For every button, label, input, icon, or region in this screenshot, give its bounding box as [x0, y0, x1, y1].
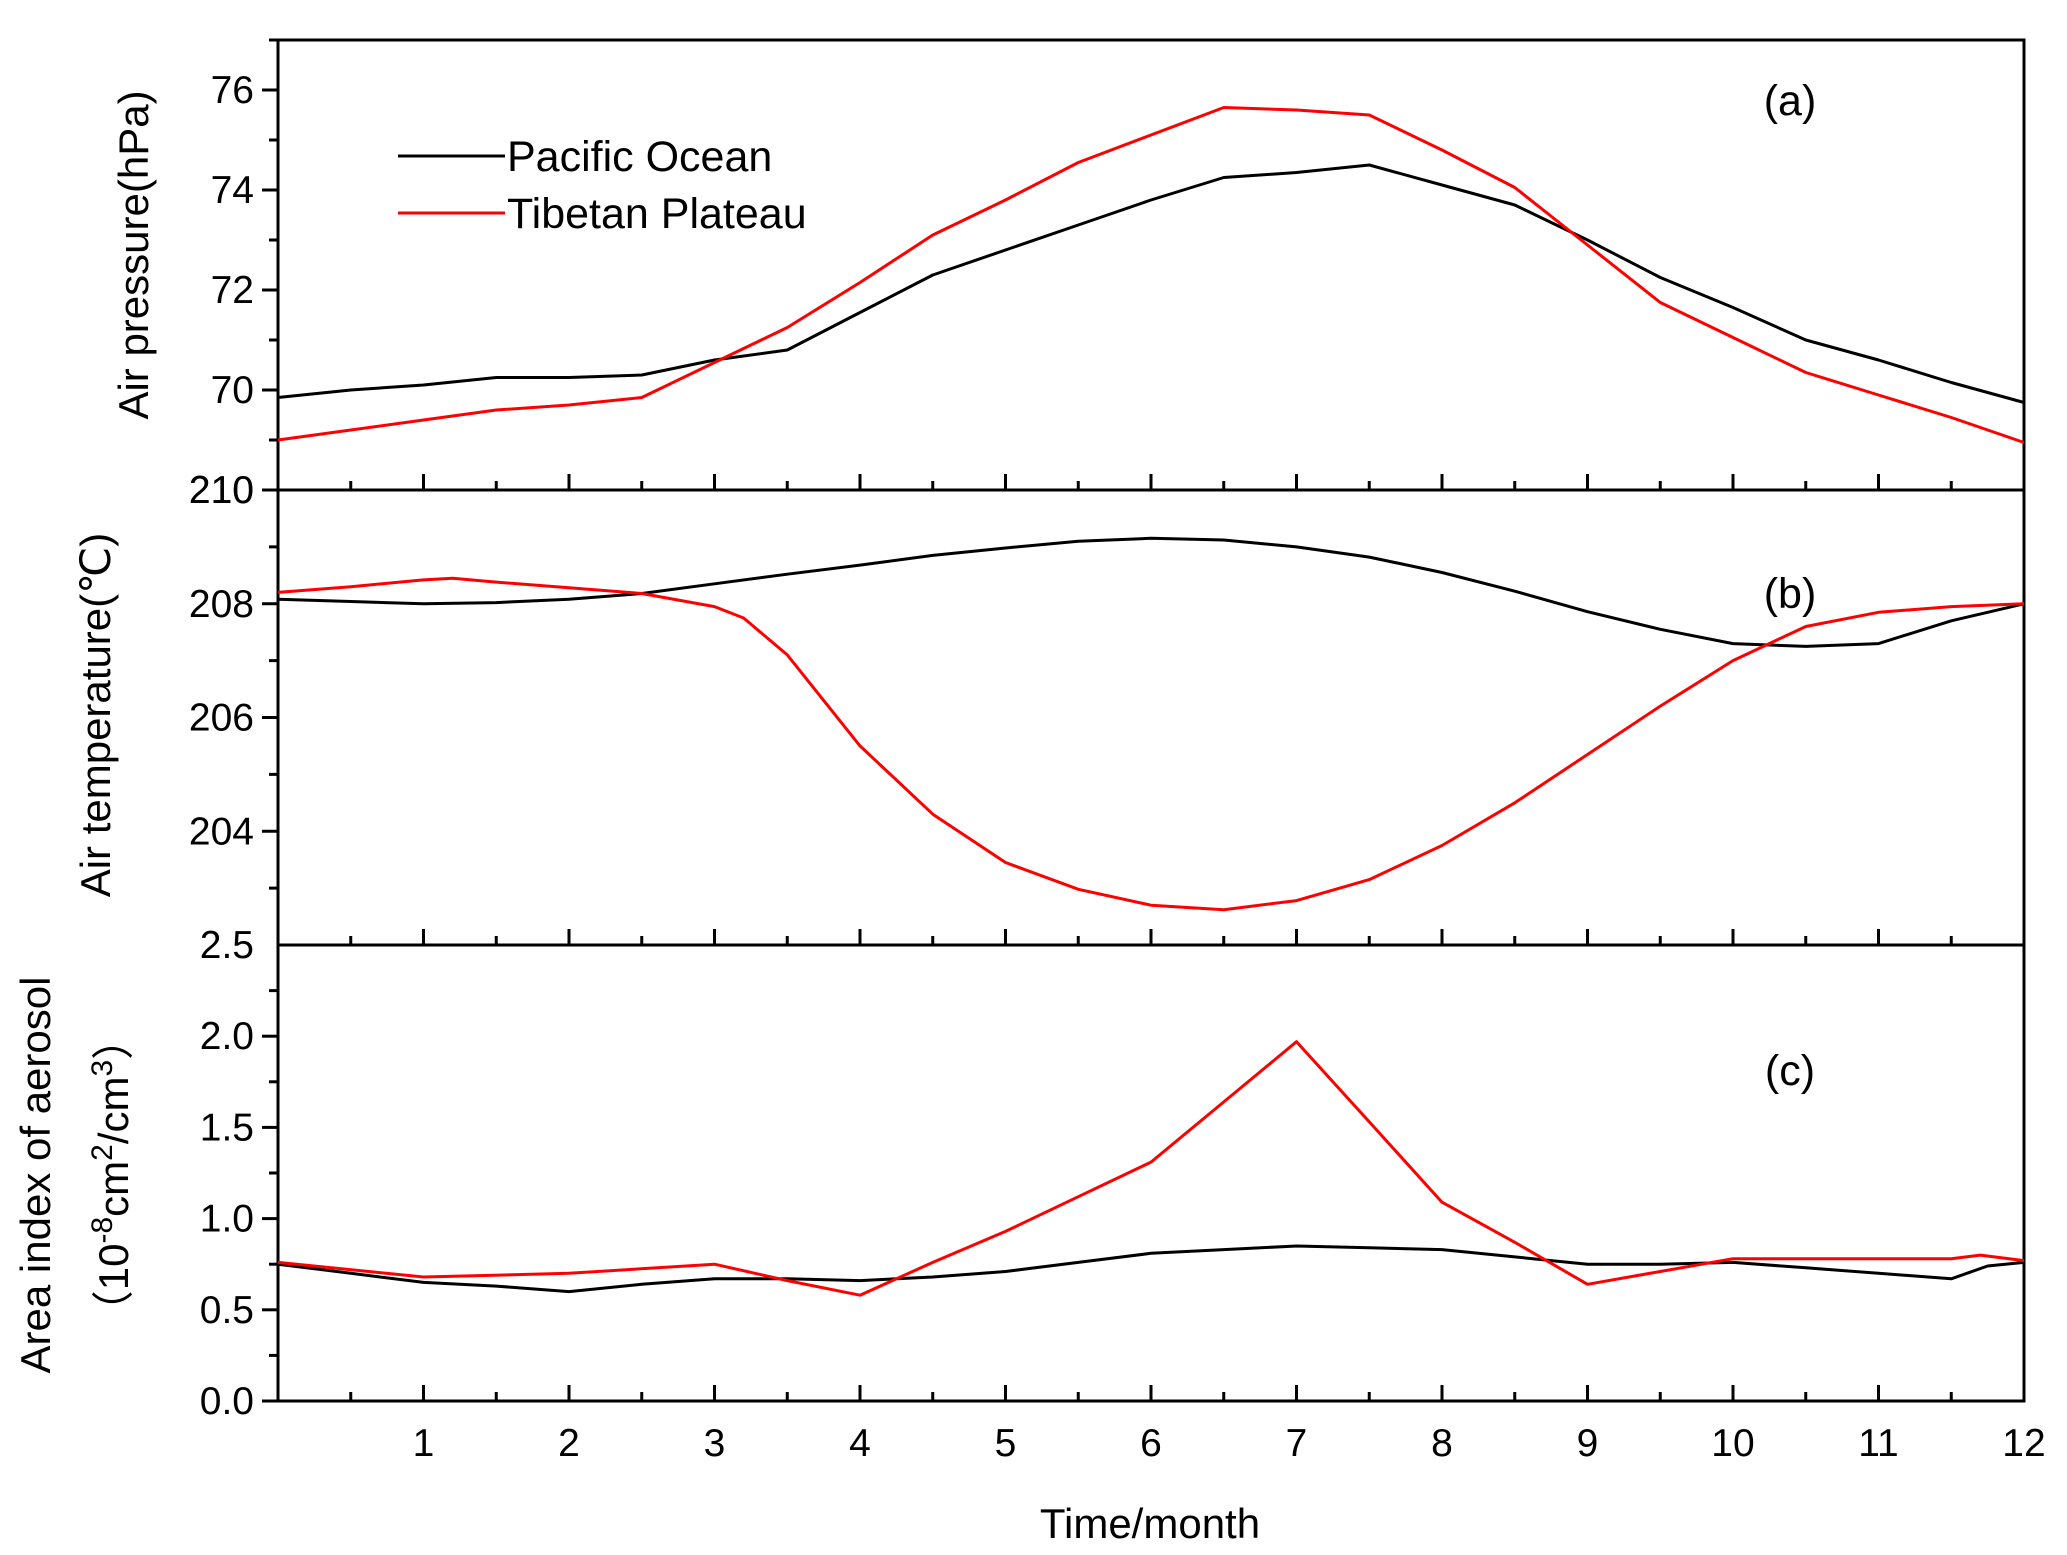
panel-c-y-axis-label-line1: Area index of aerosol [12, 977, 59, 1374]
unit-superscript-3: 3 [86, 1060, 119, 1077]
panel-a-label: (a) [1764, 77, 1817, 125]
panel-a-bottom-tick-label: 210 [189, 469, 254, 512]
unit-mid: cm [90, 1161, 137, 1217]
panel-b-series-pacific-ocean [277, 536, 2025, 648]
x-tick-label: 2 [558, 1422, 580, 1465]
panel-a-y-tick-labels: 70 72 74 76 [211, 69, 254, 412]
x-tick-label: 4 [849, 1422, 871, 1465]
unit-prefix: （10 [90, 1244, 137, 1333]
panel-b-y-tick-label: 206 [189, 697, 254, 740]
panel-c-frame [276, 943, 2026, 1403]
panel-c-y-tick-label: 2.0 [200, 1015, 254, 1058]
x-axis-tick-labels: 1 2 3 4 5 6 7 8 9 10 11 12 [413, 1422, 2046, 1465]
panel-c-y-ticks [262, 989, 278, 1403]
legend-label-pacific-ocean: Pacific Ocean [507, 133, 772, 181]
panel-c-label: (c) [1765, 1047, 1815, 1095]
panel-c-y-tick-label: 1.0 [200, 1198, 254, 1241]
panel-b-frame [276, 488, 2026, 947]
panel-b-y-tick-label: 204 [189, 810, 254, 853]
unit-suffix: ） [90, 1018, 137, 1060]
panel-b-bottom-tick-label: 2.5 [200, 924, 254, 967]
panel-b-y-axis-label: Air temperature(℃) [72, 533, 119, 898]
panel-b-y-tick-label: 210 [189, 469, 254, 512]
legend-label-tibetan-plateau: Tibetan Plateau [507, 190, 807, 238]
panel-a-y-tick-label: 72 [211, 269, 254, 312]
x-tick-label: 12 [2002, 1422, 2045, 1465]
panel-c-series-tibetan-plateau [277, 1040, 2025, 1297]
unit-superscript-1: -8 [86, 1217, 119, 1244]
panel-a-series [277, 106, 2025, 444]
panel-b-y-tick-labels: 204 206 208 210 [189, 469, 254, 853]
panel-c-series [277, 1040, 2025, 1297]
panel-b-series-tibetan-plateau [277, 576, 2025, 912]
panel-b-series [277, 536, 2025, 912]
panel-a-series-tibetan-plateau [277, 106, 2025, 444]
panel-b: 204 206 208 210 Air temperature(℃) (b) 2.5 [72, 469, 2026, 967]
x-axis-ticks [349, 474, 1953, 1401]
panel-c-y-axis-label-line2: （10-8cm2/cm3） [86, 1018, 137, 1332]
panel-c-y-tick-label: 0.5 [200, 1289, 254, 1332]
panel-c-y-tick-label: 1.5 [200, 1106, 254, 1149]
panel-b-y-tick-label: 208 [189, 583, 254, 626]
panel-c-y-tick-label: 0.0 [200, 1380, 254, 1423]
panel-a-y-ticks [262, 38, 278, 442]
panel-a-y-tick-label: 74 [211, 169, 254, 212]
panel-b-y-ticks [262, 488, 278, 890]
x-tick-label: 5 [995, 1422, 1017, 1465]
x-tick-label: 10 [1711, 1422, 1754, 1465]
panel-c-y-tick-labels: 0.0 0.5 1.0 1.5 2.0 [200, 1015, 254, 1423]
x-axis-label: Time/month [1040, 1500, 1260, 1547]
panel-b-label: (b) [1764, 570, 1817, 618]
x-tick-label: 8 [1431, 1422, 1453, 1465]
x-tick-label: 1 [413, 1422, 435, 1465]
panel-a-y-tick-label: 76 [211, 69, 254, 112]
panel-a-y-axis-label: Air pressure(hPa) [110, 90, 157, 419]
panel-c: 0.00.51.01.52.0 1 2 3 4 5 6 7 8 9 10 11 12 Area ind… [12, 474, 2046, 1547]
x-tick-label: 6 [1140, 1422, 1162, 1465]
unit-superscript-2: 2 [86, 1144, 119, 1161]
panel-a-frame [276, 38, 2026, 492]
x-tick-label: 11 [1858, 1422, 1899, 1465]
x-tick-label: 7 [1286, 1422, 1308, 1465]
x-tick-label: 3 [704, 1422, 726, 1465]
panel-a-y-tick-label: 70 [211, 369, 254, 412]
panel-a-series-pacific-ocean [277, 163, 2025, 404]
panel-c-series-pacific-ocean [277, 1244, 2025, 1294]
panel-a: 70 72 74 76 Air pressure(hPa) (a) Pacific O… [110, 38, 2026, 512]
unit-mid-2: /cm [90, 1076, 137, 1144]
x-tick-label: 9 [1577, 1422, 1599, 1465]
legend: Pacific Ocean Tibetan Plateau [398, 133, 807, 238]
